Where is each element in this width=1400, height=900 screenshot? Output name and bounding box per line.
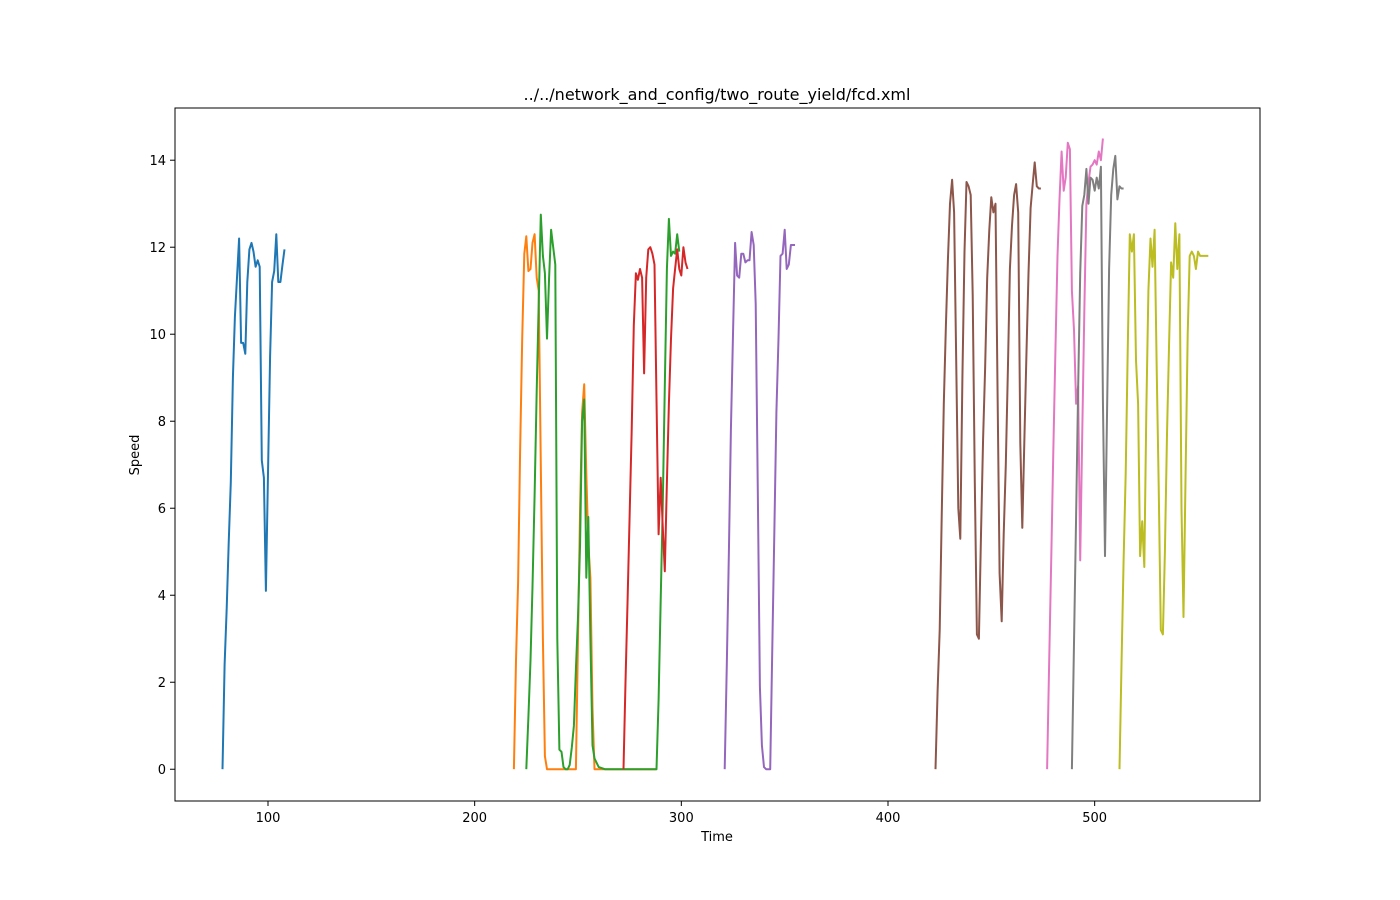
plot-frame <box>174 107 1261 802</box>
x-tick-label: 100 <box>256 811 281 826</box>
x-axis-label: Time <box>700 830 733 845</box>
x-ticks: 100 200 300 400 500 <box>256 801 1107 826</box>
y-tick-label: 12 <box>149 241 166 256</box>
y-tick-label: 2 <box>158 676 166 691</box>
x-tick-label: 300 <box>669 811 694 826</box>
series-line-6 <box>934 161 1041 770</box>
y-tick-label: 14 <box>149 154 166 169</box>
y-tick-label: 6 <box>158 502 166 517</box>
series-line-1 <box>221 233 286 770</box>
chart-title: ../../network_and_config/two_route_yield… <box>524 85 911 105</box>
series-line-7 <box>1046 138 1104 770</box>
x-tick-label: 400 <box>876 811 901 826</box>
y-axis-label: Speed <box>128 435 143 476</box>
series-line-4 <box>622 246 689 770</box>
y-ticks: 0 2 4 6 8 10 12 14 <box>149 154 175 778</box>
y-tick-label: 10 <box>149 328 166 343</box>
series-line-3 <box>525 213 681 771</box>
series-group <box>221 138 1209 771</box>
x-tick-label: 500 <box>1082 811 1107 826</box>
series-line-5 <box>723 228 795 771</box>
y-tick-label: 8 <box>158 415 166 430</box>
x-tick-label: 200 <box>462 811 487 826</box>
y-tick-label: 4 <box>158 589 166 604</box>
series-line-8 <box>1070 154 1124 770</box>
y-tick-label: 0 <box>158 763 166 778</box>
series-line-9 <box>1118 222 1209 770</box>
